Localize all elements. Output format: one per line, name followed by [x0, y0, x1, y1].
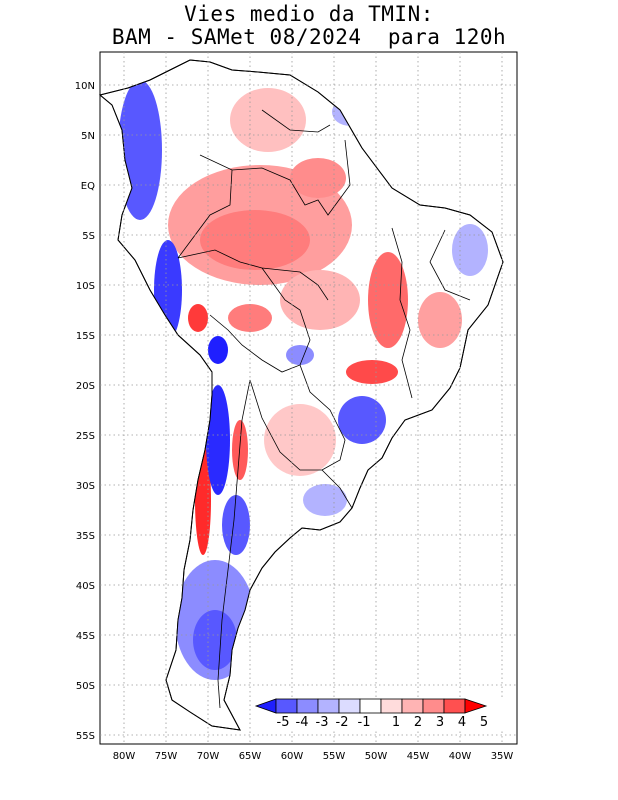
- lat-label: 55S: [76, 731, 95, 742]
- colorbar-segment: [380, 698, 403, 714]
- lon-label: 80W: [113, 751, 136, 762]
- lat-label: 20S: [76, 381, 95, 392]
- map-title-line-1: Vies medio da TMIN:: [184, 2, 434, 26]
- lon-label: 75W: [155, 751, 178, 762]
- colorbar-segment: [296, 698, 319, 714]
- lon-label: 65W: [239, 751, 262, 762]
- lat-label: 30S: [76, 481, 95, 492]
- lon-label: 60W: [281, 751, 304, 762]
- colorbar-label: 2: [414, 715, 422, 730]
- warm-anomaly-brazil-east: [368, 252, 408, 348]
- colorbar-label: 5: [480, 715, 488, 730]
- lon-label: 35W: [491, 751, 514, 762]
- colorbar-label: -5: [277, 715, 290, 730]
- lat-label: 35S: [76, 531, 95, 542]
- colorbar-label: -2: [336, 715, 349, 730]
- cold-anomaly-northeast: [452, 224, 488, 276]
- lat-label: 5N: [81, 131, 95, 142]
- temperature-bias-field: [118, 80, 488, 680]
- colorbar-label: -1: [358, 715, 371, 730]
- longitude-labels: 80W 75W 70W 65W 60W 55W 50W 45W 40W 35W: [113, 751, 514, 762]
- warm-anomaly-amazon-core: [200, 210, 310, 270]
- colorbar-label: -3: [316, 715, 329, 730]
- cold-anomaly-uruguay: [303, 484, 347, 516]
- lat-label: 50S: [76, 681, 95, 692]
- lon-label: 70W: [197, 751, 220, 762]
- colorbar-segment: [359, 698, 382, 714]
- lon-label: 45W: [407, 751, 430, 762]
- colorbar-label: 1: [392, 715, 400, 730]
- lat-label: 25S: [76, 431, 95, 442]
- warm-anomaly-paraguay: [264, 404, 336, 476]
- coastline: [98, 59, 504, 731]
- warm-anomaly-brazil-ne: [418, 292, 462, 348]
- lon-label: 40W: [449, 751, 472, 762]
- lat-label: 10S: [76, 281, 95, 292]
- colorbar-label: 4: [458, 715, 466, 730]
- map-title-line-2: BAM - SAMet 08/2024 para 120h: [111, 25, 507, 49]
- colorbar-arrow-right: [464, 698, 488, 714]
- lat-label: 5S: [82, 231, 95, 242]
- colorbar-label: 3: [436, 715, 444, 730]
- warm-anomaly-matogrosso: [346, 360, 398, 384]
- lon-label: 50W: [365, 751, 388, 762]
- warm-anomaly-north: [290, 158, 346, 198]
- cold-anomaly-argentina: [222, 495, 250, 555]
- colorbar-segment: [422, 698, 445, 714]
- lat-label: 40S: [76, 581, 95, 592]
- cold-anomaly-south-brazil: [338, 396, 386, 444]
- colorbar-segment: [275, 698, 298, 714]
- latitude-labels: 10N 5N EQ 5S 10S 15S 20S 25S 30S 35S 40S…: [75, 81, 95, 742]
- cold-anomaly-bolivia: [208, 336, 228, 364]
- lat-label: 15S: [76, 331, 95, 342]
- lat-label: 45S: [76, 631, 95, 642]
- colorbar: -5 -4 -3 -2 -1 1 2 3 4 5: [252, 697, 514, 731]
- colorbar-label: -4: [296, 715, 309, 730]
- warm-anomaly-guiana: [230, 88, 306, 152]
- colorbar-segment: [338, 698, 361, 714]
- lat-label: EQ: [81, 181, 95, 192]
- cold-anomaly-atacama: [206, 385, 230, 495]
- colorbar-segment: [401, 698, 424, 714]
- colorbar-segment: [443, 698, 466, 714]
- graticule: [100, 52, 517, 744]
- lat-label: 10N: [75, 81, 95, 92]
- cold-anomaly-patagonia-core: [193, 610, 237, 670]
- warm-anomaly-coastal: [188, 304, 208, 332]
- cold-anomaly-bolivia-east: [286, 345, 314, 365]
- colorbar-segment: [317, 698, 340, 714]
- lon-label: 55W: [323, 751, 346, 762]
